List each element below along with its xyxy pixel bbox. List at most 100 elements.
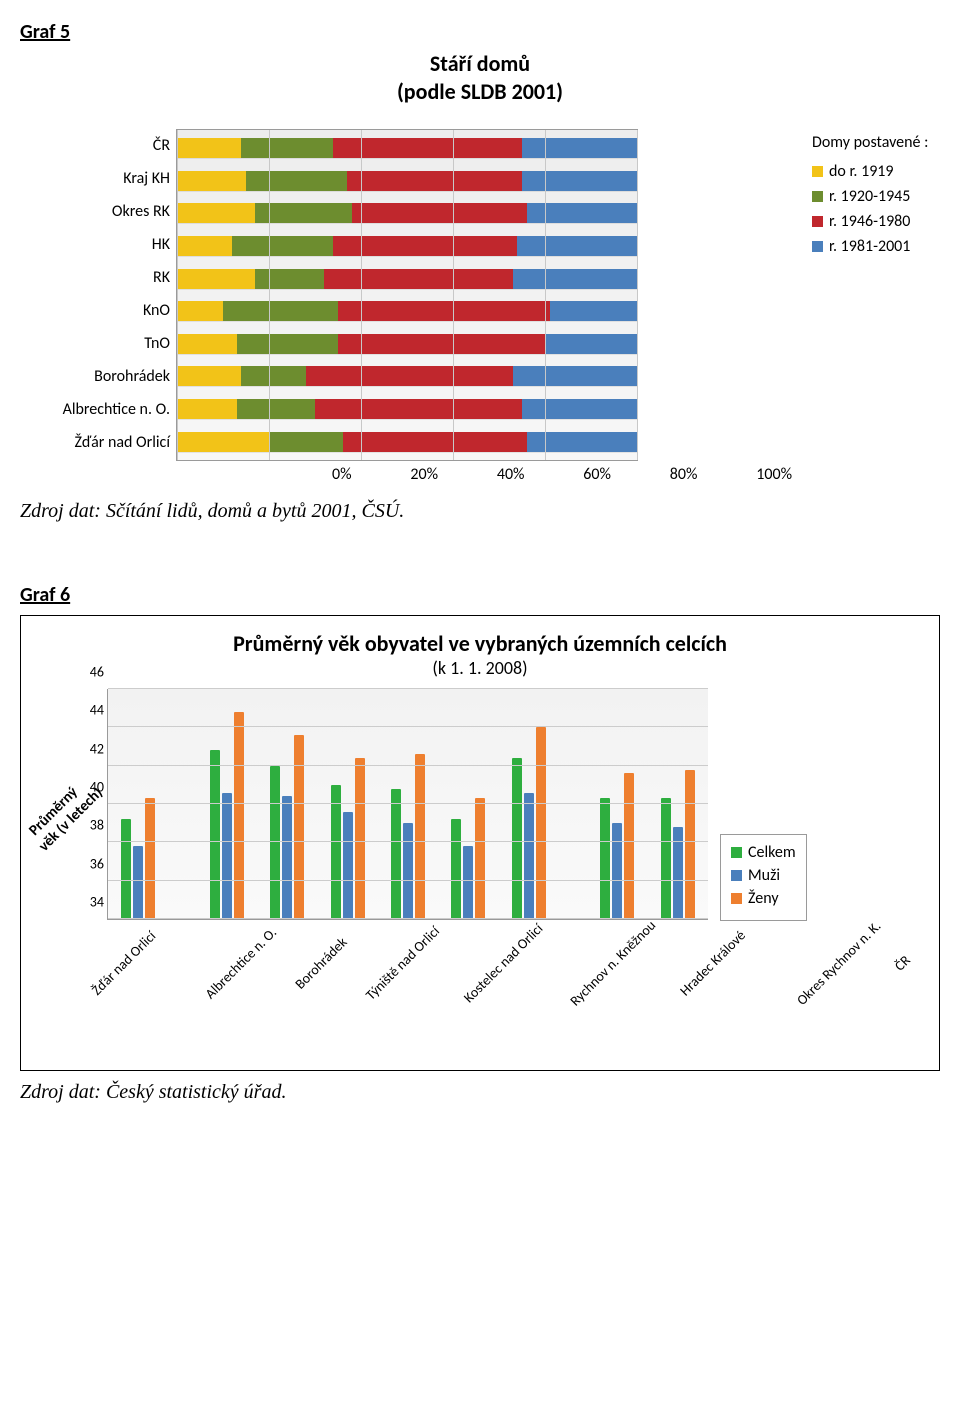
legend-item: r. 1946-1980 [812,212,928,231]
graf5-bar-segment [306,366,513,386]
graf5-bar-segment [513,366,637,386]
graf6-bar [600,798,610,919]
graf5-gridline [453,130,454,460]
graf6-group [257,689,317,919]
graf5-bar [177,138,637,158]
graf5-gridline [361,130,362,460]
graf5-y-label: TnO [20,334,170,353]
graf6-group [648,689,708,919]
graf5-title-line1: Stáří domů [430,50,530,77]
graf6-gridline [108,841,708,842]
graf5-y-label: Albrechtice n. O. [20,400,170,419]
graf6-y-tick: 36 [80,855,104,872]
graf5-bar-segment [177,269,255,289]
graf5-x-tick: 60% [583,465,611,484]
graf6-plot: 34363840424446 [107,689,708,920]
graf5-bar-segment [347,171,522,191]
graf6-y-tick: 34 [80,894,104,911]
graf5-y-label: Borohrádek [20,367,170,386]
graf5-y-label: KnO [20,301,170,320]
graf5-gridline [177,130,178,460]
graf5-bar-segment [177,236,232,256]
graf6-bar [294,735,304,919]
graf6-gridline [108,918,708,919]
graf5-y-label: ČR [20,136,170,155]
graf6-bar [391,789,401,919]
graf5-x-axis: 0%20%40%60%80%100% [332,465,792,484]
graf6-bar [612,823,622,919]
graf5-bar-segment [527,203,637,223]
graf6-bar [133,846,143,919]
graf5-bar-segment [255,269,324,289]
graf5-bar-segment [338,301,550,321]
graf6-groups [108,689,708,919]
graf5-y-label: Žďár nad Orlicí [20,433,170,452]
graf5-y-labels: ČRKraj KHOkres RKHKRKKnOTnOBorohrádekAlb… [20,129,170,459]
graf5-bar-segment [324,269,513,289]
graf6-bar [210,750,220,919]
graf6-y-tick: 42 [80,740,104,757]
graf5-bar [177,432,637,452]
legend-swatch [731,893,742,904]
graf6-y-tick: 38 [80,817,104,834]
legend-item: Celkem [731,843,796,862]
graf5-plot [176,129,638,461]
legend-item: r. 1920-1945 [812,187,928,206]
graf6-label: Graf 6 [20,583,940,607]
graf6-subtitle: (k 1. 1. 2008) [35,657,925,679]
graf5-gridline [269,130,270,460]
graf5-bar-segment [241,138,333,158]
graf6-bar [121,819,131,919]
graf5-y-label: Okres RK [20,202,170,221]
graf6-gridline [108,726,708,727]
graf6-bar [524,793,534,920]
graf5-label: Graf 5 [20,20,940,44]
graf5-bar-segment [522,399,637,419]
graf6-group [108,689,168,919]
graf6-bar [331,785,341,919]
graf5-bar [177,301,637,321]
graf6-bar [355,758,365,919]
graf6-x-labels: Žďár nad OrlicíAlbrechtice n. O.Borohrád… [107,926,707,1066]
graf6-y-tick: 46 [80,664,104,681]
graf5-bar [177,399,637,419]
graf6-source: Zdroj dat: Český statistický úřad. [20,1081,940,1104]
graf5-bar-segment [177,366,241,386]
graf6-group [378,689,438,919]
graf6-bar [685,770,695,920]
graf5-chart: ČRKraj KHOkres RKHKRKKnOTnOBorohrádekAlb… [20,129,940,484]
graf6-bar [661,798,671,919]
legend-label: Muži [748,866,780,885]
graf5-bar-segment [338,334,545,354]
graf5-bar [177,171,637,191]
graf6-group [438,689,498,919]
graf6-title: Průměrný věk obyvatel ve vybraných územn… [35,630,925,657]
graf6-bar [222,793,232,920]
graf6-group [196,689,256,919]
graf5-bar-segment [177,203,255,223]
legend-swatch [812,241,823,252]
graf5-bar-segment [352,203,527,223]
graf5-legend: Domy postavené : do r. 1919r. 1920-1945r… [812,129,928,484]
graf6-plot-wrap: 34363840424446 Žďár nad OrlicíAlbrechtic… [107,689,708,1066]
graf6-group [587,689,647,919]
graf6-bar [463,846,473,919]
graf6-bar [403,823,413,919]
graf5-x-tick: 0% [332,465,352,484]
graf5-title: Stáří domů (podle SLDB 2001) [20,50,940,105]
graf5-bar [177,334,637,354]
graf6-legend: CelkemMužiŽeny [720,834,807,921]
legend-swatch [812,191,823,202]
graf5-gridline [545,130,546,460]
legend-item: do r. 1919 [812,162,928,181]
graf5-y-label: Kraj KH [20,169,170,188]
graf6-bar [234,712,244,919]
graf5-source: Zdroj dat: Sčítání lidů, domů a bytů 200… [20,500,940,523]
legend-label: r. 1981-2001 [829,237,910,256]
legend-swatch [812,216,823,227]
graf5-bar-segment [177,399,237,419]
graf5-bar-segment [522,138,637,158]
graf6-bar [624,773,634,919]
graf6-y-tick: 40 [80,779,104,796]
legend-item: r. 1981-2001 [812,237,928,256]
